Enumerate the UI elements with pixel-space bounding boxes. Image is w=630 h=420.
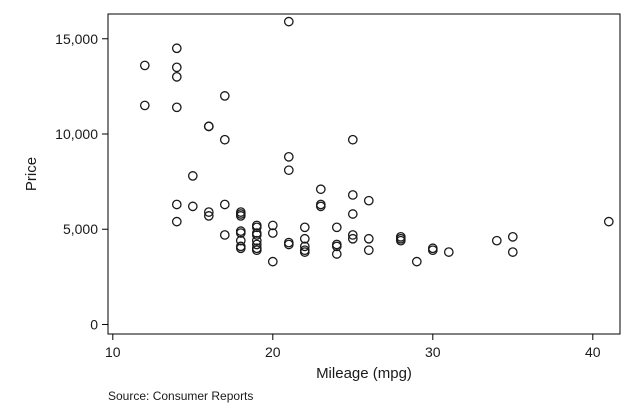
data-point bbox=[251, 222, 262, 233]
y-axis: 0 5,000 10,000 15,000 bbox=[55, 31, 108, 332]
data-point bbox=[299, 233, 310, 244]
data-point bbox=[491, 235, 502, 246]
data-point bbox=[235, 211, 246, 221]
data-point bbox=[347, 209, 358, 219]
data-point bbox=[331, 241, 342, 252]
data-point bbox=[203, 207, 214, 217]
data-point bbox=[235, 228, 246, 238]
x-tick-label: 40 bbox=[585, 344, 601, 360]
x-tick-label: 10 bbox=[105, 344, 121, 360]
data-point bbox=[267, 220, 278, 231]
data-point bbox=[251, 235, 262, 246]
y-tick-label: 15,000 bbox=[55, 31, 98, 47]
data-point bbox=[171, 199, 182, 210]
data-points bbox=[139, 16, 614, 267]
data-point bbox=[299, 222, 310, 233]
data-point bbox=[331, 249, 342, 259]
data-point bbox=[171, 43, 182, 54]
data-point bbox=[283, 165, 294, 176]
data-point bbox=[347, 190, 358, 200]
y-tick-label: 0 bbox=[90, 316, 98, 332]
data-point bbox=[603, 216, 614, 227]
data-point bbox=[203, 211, 214, 221]
data-point bbox=[363, 233, 374, 244]
data-point bbox=[235, 235, 246, 246]
data-point bbox=[315, 184, 326, 195]
data-point bbox=[507, 232, 518, 242]
data-point bbox=[219, 199, 230, 210]
x-axis-title: Mileage (mpg) bbox=[316, 365, 412, 382]
data-point bbox=[171, 72, 182, 82]
data-point bbox=[395, 235, 406, 246]
data-point bbox=[267, 256, 278, 267]
x-tick-label: 20 bbox=[265, 344, 281, 360]
data-point bbox=[219, 91, 230, 101]
data-point bbox=[187, 171, 198, 181]
data-point bbox=[251, 245, 262, 256]
source-note: Source: Consumer Reports bbox=[108, 389, 253, 403]
plot-area-frame bbox=[107, 13, 621, 335]
data-point bbox=[443, 247, 454, 257]
data-point bbox=[251, 239, 262, 250]
data-point bbox=[219, 230, 230, 240]
data-point bbox=[347, 230, 358, 240]
data-point bbox=[299, 241, 310, 252]
data-point bbox=[139, 100, 150, 111]
data-point bbox=[331, 222, 342, 233]
data-point bbox=[347, 134, 358, 145]
data-point bbox=[283, 16, 294, 27]
data-point bbox=[299, 247, 310, 257]
data-point bbox=[347, 233, 358, 244]
data-point bbox=[427, 245, 438, 256]
x-tick-label: 30 bbox=[425, 344, 441, 360]
data-point bbox=[219, 134, 230, 145]
data-point bbox=[171, 102, 182, 113]
data-point bbox=[203, 121, 214, 132]
y-axis-title: Price bbox=[23, 157, 40, 191]
data-point bbox=[187, 201, 198, 212]
data-point bbox=[315, 201, 326, 212]
data-point bbox=[171, 216, 182, 227]
data-point bbox=[139, 60, 150, 71]
data-point bbox=[363, 245, 374, 256]
y-tick-label: 10,000 bbox=[55, 126, 98, 142]
data-point bbox=[283, 152, 294, 162]
data-point bbox=[267, 228, 278, 238]
data-point bbox=[251, 230, 262, 240]
data-point bbox=[411, 256, 422, 267]
data-point bbox=[363, 195, 374, 206]
data-point bbox=[235, 243, 246, 254]
y-tick-label: 5,000 bbox=[63, 221, 98, 237]
x-axis: 10 20 30 40 bbox=[105, 334, 601, 360]
data-point bbox=[283, 239, 294, 250]
data-point bbox=[171, 62, 182, 73]
data-point bbox=[507, 247, 518, 257]
